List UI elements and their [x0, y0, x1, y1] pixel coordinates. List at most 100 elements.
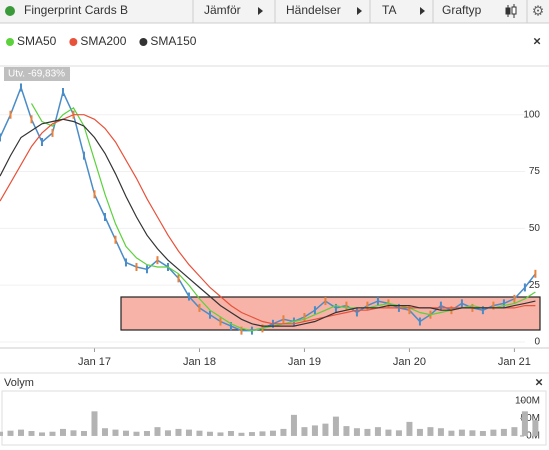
price-bar — [19, 83, 22, 92]
x-tick-label: Jan 18 — [183, 356, 216, 368]
price-bar — [124, 258, 127, 267]
price-bar — [366, 301, 369, 310]
price-bar — [303, 313, 306, 321]
legend-swatch — [139, 38, 148, 46]
legend-label: SMA50 — [17, 34, 57, 48]
sma-line — [0, 118, 536, 327]
volume-bar — [406, 421, 413, 436]
legend: SMA50 SMA200 SMA150 — [6, 34, 197, 48]
price-bar — [187, 292, 190, 301]
volume-bar — [196, 430, 203, 436]
volume-bar — [500, 428, 507, 436]
volume-bar — [427, 427, 434, 436]
volume-bar — [17, 429, 24, 436]
volume-bar — [38, 432, 45, 436]
volume-bar — [206, 431, 213, 436]
volume-bar — [311, 425, 318, 436]
volume-bar — [332, 416, 339, 436]
y-tick-label: 25 — [529, 280, 541, 291]
price-bar — [208, 310, 211, 319]
volume-bar — [385, 429, 392, 436]
volume-bar — [70, 430, 77, 436]
change-label: Utv. -69,83% — [8, 69, 65, 80]
volume-bar — [532, 420, 539, 436]
x-tick-label: Jan 19 — [288, 356, 321, 368]
volume-bar — [7, 430, 14, 436]
volume-bar — [353, 428, 360, 436]
chart-type-icon — [505, 4, 517, 18]
price-bar — [103, 213, 106, 221]
price-bar — [51, 128, 54, 137]
volume-bar — [164, 430, 171, 436]
volume-bar — [374, 427, 381, 436]
price-bar — [313, 306, 316, 315]
price-bar — [219, 317, 222, 326]
volume-bar — [28, 431, 35, 436]
volume-bar — [364, 428, 371, 436]
x-tick-label: Jan 17 — [78, 356, 111, 368]
price-bar — [418, 317, 421, 326]
price-chart: 0 25 50 75 100 Jan 17 Jan 18 Jan 19 Jan 20 Jan 21 — [0, 83, 541, 368]
volume-bar — [343, 426, 350, 436]
volume-bar — [511, 427, 518, 436]
price-bar — [61, 88, 64, 96]
volume-bar — [217, 432, 224, 436]
volume-bar — [259, 431, 266, 436]
price-bar — [177, 274, 180, 283]
price-bar — [156, 256, 159, 265]
y-tick-label: 50M — [521, 413, 540, 424]
volume-bar — [458, 429, 465, 436]
sma-line — [0, 114, 536, 325]
volume-bar — [437, 428, 444, 436]
y-tick-label: 0 — [534, 337, 540, 348]
price-bar — [9, 110, 12, 119]
volume-bar — [416, 428, 423, 436]
volume-bar — [448, 430, 455, 436]
price-bar — [0, 133, 1, 142]
legend-swatch — [69, 38, 78, 46]
price-bar — [513, 294, 516, 303]
y-tick-label: 75 — [529, 166, 541, 177]
volume-bar — [227, 431, 234, 436]
menu-item[interactable]: TA — [382, 3, 396, 17]
price-bar — [324, 297, 327, 306]
close-button[interactable]: × — [533, 33, 541, 48]
volume-bar — [521, 411, 528, 436]
volume-bar — [395, 430, 402, 436]
volume-bar — [269, 430, 276, 436]
close-button[interactable]: × — [535, 374, 543, 389]
price-bar — [82, 151, 85, 160]
volume-bar — [469, 430, 476, 436]
legend-label: SMA200 — [80, 34, 126, 48]
menu-item[interactable]: Graftyp — [442, 3, 482, 17]
menu-arrow — [357, 7, 362, 15]
volume-bar — [248, 432, 255, 436]
volume-bar — [185, 429, 192, 436]
price-bar — [523, 283, 526, 292]
price-bar — [355, 308, 358, 317]
price-bar — [40, 138, 43, 146]
price-bar — [282, 315, 285, 324]
price-bar — [345, 301, 348, 310]
menu-item[interactable]: Händelser — [286, 3, 341, 17]
volume-bar — [238, 432, 245, 436]
settings-button[interactable]: ⚙ — [532, 3, 545, 19]
x-tick-label: Jan 20 — [393, 356, 426, 368]
legend-label: SMA150 — [150, 34, 196, 48]
price-bar — [492, 301, 495, 310]
volume-bar — [59, 428, 66, 436]
y-tick-label: 100M — [515, 395, 540, 406]
price-bar — [30, 115, 33, 124]
menu-item[interactable]: Jämför — [204, 3, 241, 17]
volume-bar — [301, 427, 308, 436]
volume-bar — [133, 431, 140, 436]
volume-bar — [101, 428, 108, 436]
price-bar — [135, 263, 138, 271]
price-bar — [502, 299, 505, 308]
menu-arrow — [258, 7, 263, 15]
volume-bar — [112, 429, 119, 436]
y-tick-label: 100 — [523, 109, 540, 120]
volume-bar — [49, 431, 56, 436]
volume-bar — [91, 411, 98, 436]
